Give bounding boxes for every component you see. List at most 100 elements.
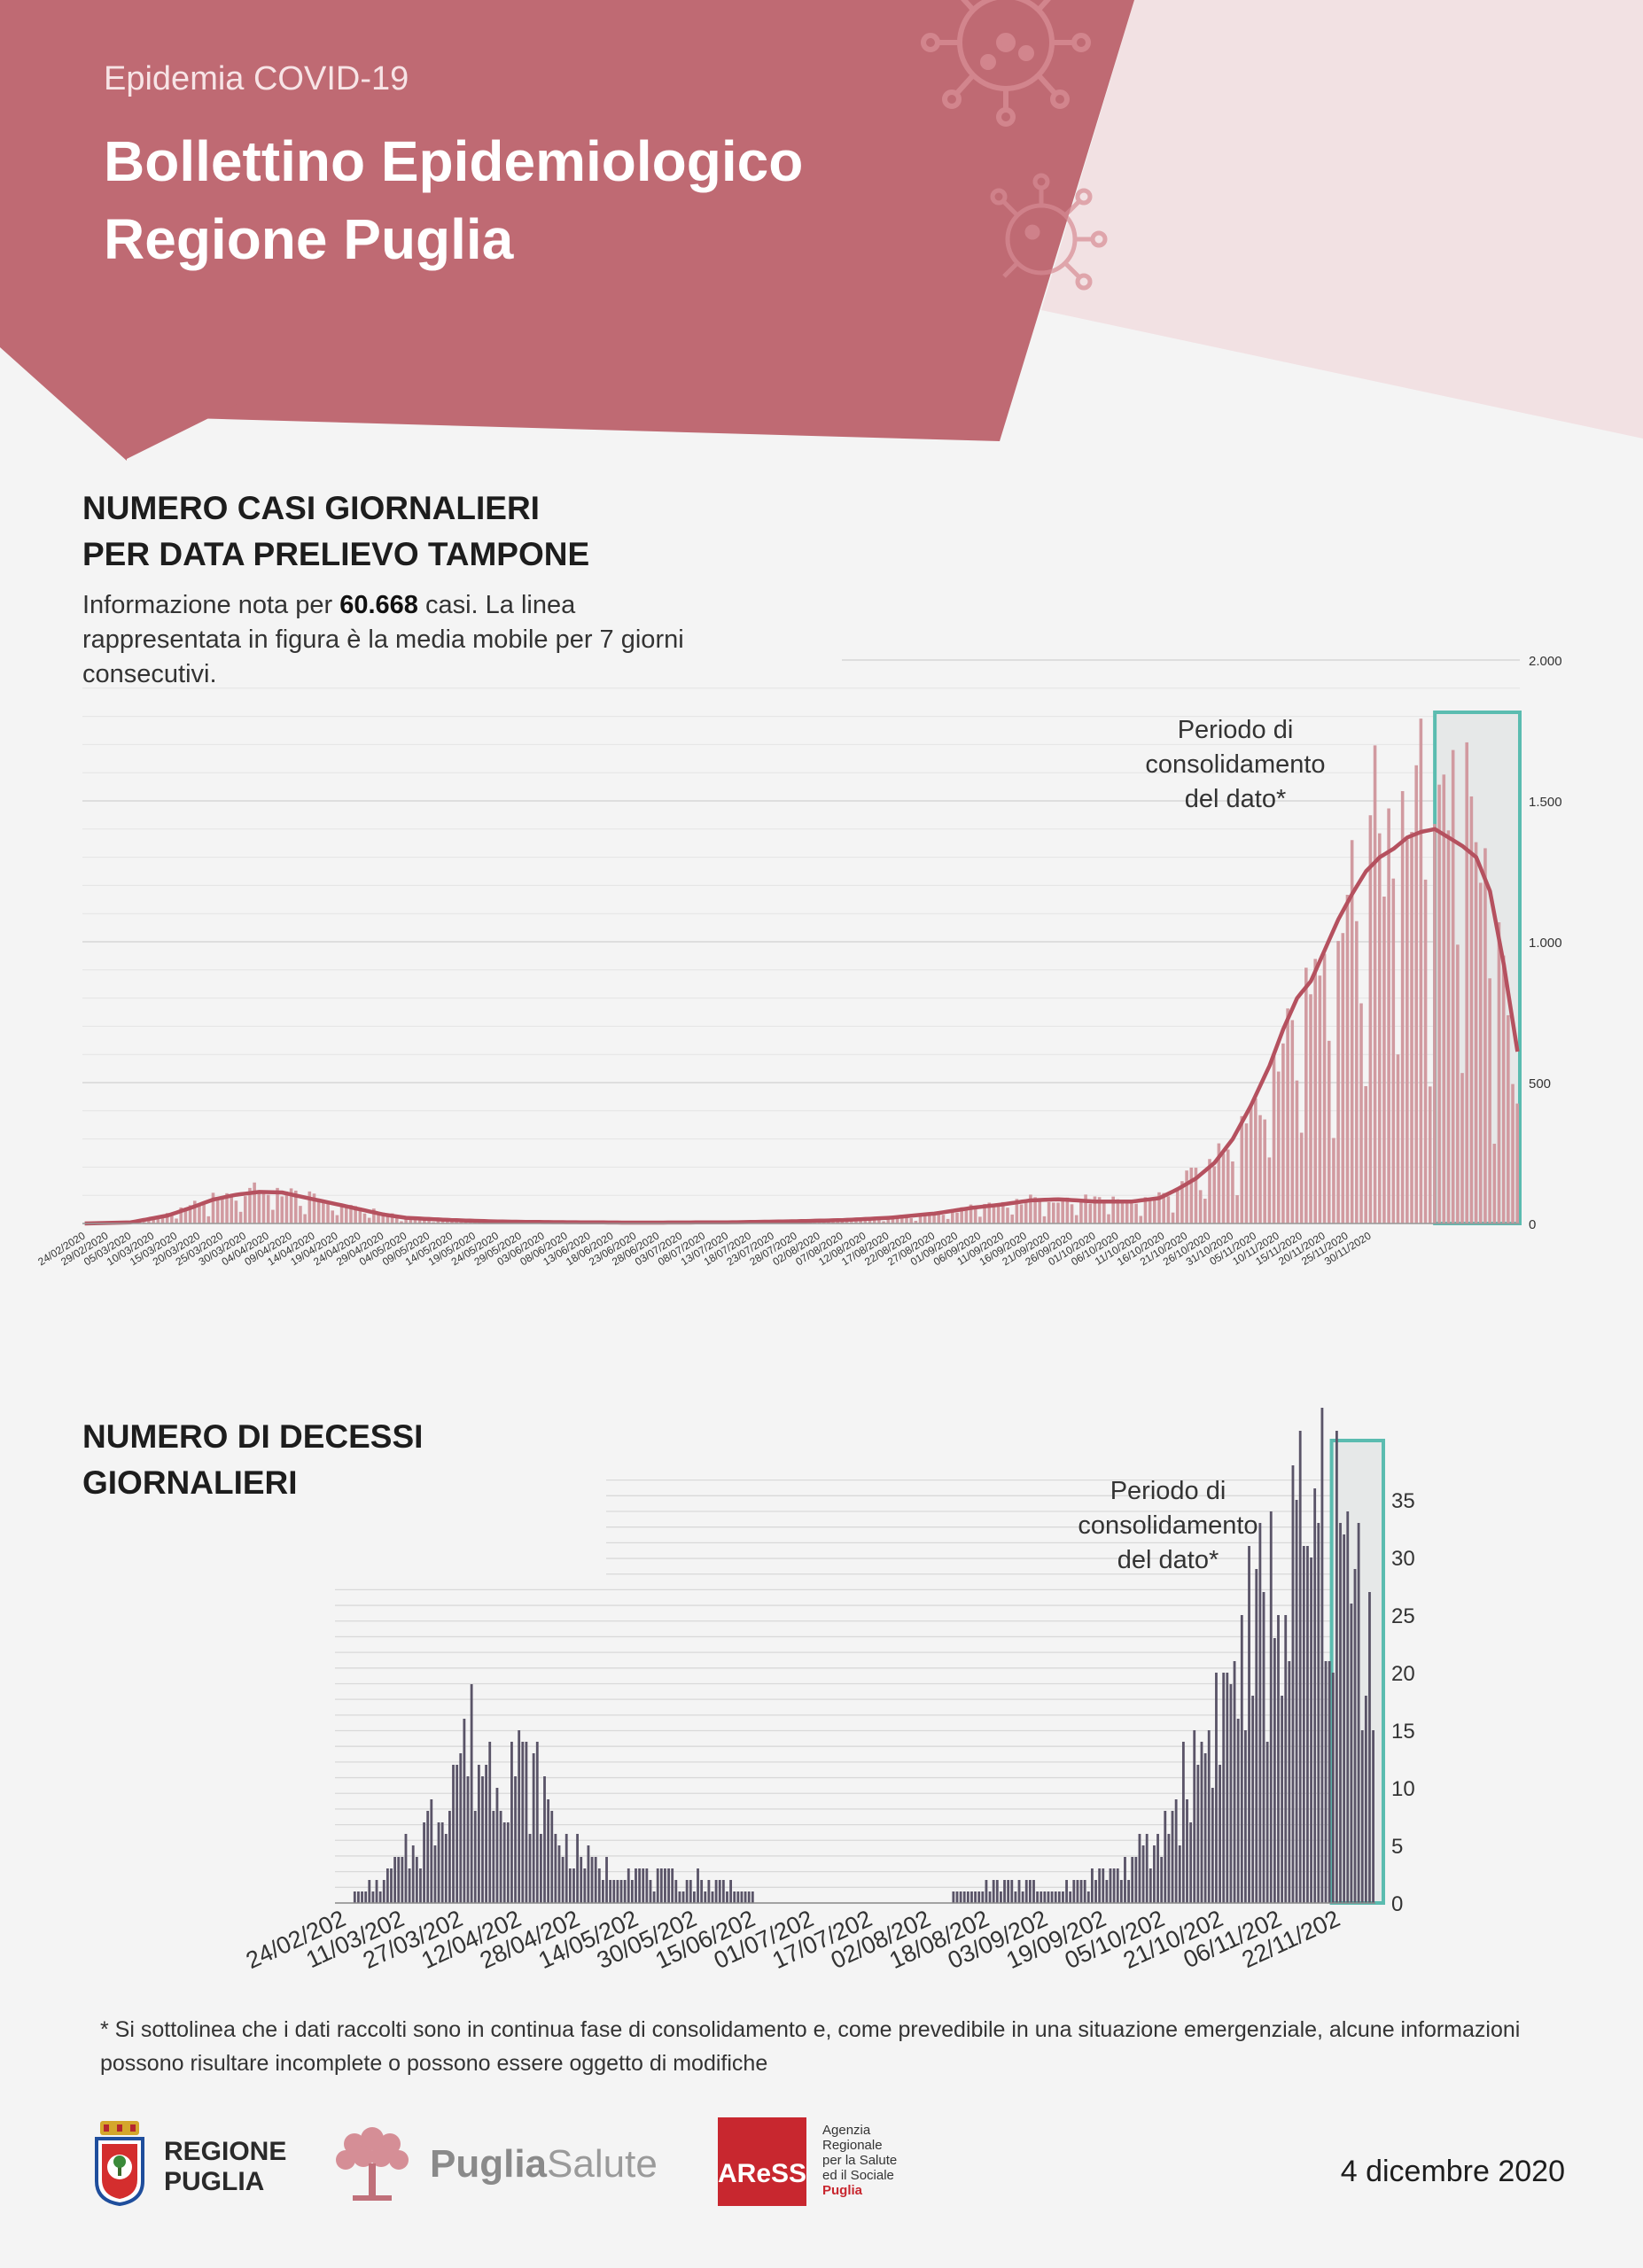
cases-bar [1456, 944, 1460, 1223]
deaths-bar [1200, 1742, 1203, 1903]
deaths-bar [423, 1822, 425, 1903]
cases-bar [381, 1212, 385, 1223]
deaths-bar [1222, 1673, 1226, 1903]
cases-bar [1488, 978, 1491, 1223]
deaths-annotation-line: Periodo di [1110, 1477, 1226, 1505]
cases-bar [326, 1200, 330, 1223]
title-line-1: Bollettino Epidemiologico [104, 129, 804, 193]
deaths-bar [966, 1891, 969, 1903]
cases-bar [1065, 1197, 1070, 1223]
deaths-bar [448, 1811, 451, 1903]
cases-title-line-1: NUMERO CASI GIORNALIERI [82, 490, 540, 526]
deaths-bar [1255, 1569, 1258, 1903]
deaths-bar [1343, 1534, 1346, 1903]
deaths-bar [525, 1742, 528, 1903]
cases-bar [1038, 1200, 1042, 1223]
cases-bar [303, 1214, 307, 1223]
deaths-bar [1043, 1891, 1047, 1903]
deaths-bar [1167, 1834, 1171, 1903]
deaths-bar [1320, 1408, 1324, 1903]
deaths-bar [692, 1891, 696, 1903]
deaths-bar [681, 1891, 685, 1903]
deaths-y-tick-label: 25 [1391, 1604, 1415, 1628]
deaths-bar [733, 1891, 736, 1903]
cases-bar [400, 1221, 403, 1223]
cases-bar [1507, 1014, 1510, 1223]
deaths-bar [1007, 1880, 1010, 1903]
cases-bar [1286, 1008, 1289, 1223]
cases-bar [362, 1213, 367, 1223]
cases-bar [1185, 1170, 1188, 1223]
cases-bar [1042, 1216, 1047, 1223]
deaths-bar [502, 1822, 506, 1903]
deaths-bar [463, 1719, 466, 1903]
deaths-bar [619, 1880, 623, 1903]
cases-bar [1056, 1202, 1060, 1223]
cases-moving-average-line [84, 827, 1520, 1226]
deaths-bar [495, 1788, 499, 1903]
cases-bar [1033, 1197, 1037, 1223]
cases-bar [886, 1218, 891, 1223]
deaths-y-tick-label: 20 [1391, 1662, 1415, 1686]
deaths-bar [697, 1868, 699, 1903]
regione-puglia-logo: REGIONE PUGLIA [93, 2119, 306, 2208]
cases-bar [1327, 1040, 1331, 1223]
deaths-bar [1145, 1834, 1149, 1903]
cases-bar [872, 1219, 876, 1223]
aress-line-5: Puglia [822, 2183, 863, 2198]
deaths-bar [419, 1868, 422, 1903]
cases-bar [1231, 1161, 1234, 1223]
cases-bar [882, 1221, 885, 1223]
deaths-bar [1164, 1811, 1167, 1903]
cases-bar [1368, 815, 1373, 1223]
cases-bar [170, 1215, 174, 1223]
cases-bar [1139, 1216, 1143, 1223]
cases-annotation-line: del dato* [1185, 785, 1287, 813]
deaths-bar [1324, 1661, 1328, 1903]
deaths-bar [974, 1891, 977, 1903]
deaths-bar [664, 1868, 666, 1903]
deaths-title-line-2: GIORNALIERI [82, 1464, 298, 1501]
deaths-bar [572, 1868, 575, 1903]
deaths-bar [401, 1857, 404, 1903]
deaths-bar [1219, 1765, 1221, 1903]
deaths-bar [1119, 1880, 1123, 1903]
cases-bar [1359, 1003, 1363, 1223]
cases-bar [1175, 1189, 1180, 1223]
cases-bar [941, 1215, 946, 1223]
deaths-bar [962, 1891, 966, 1903]
deaths-bar [470, 1684, 473, 1903]
cases-bar [1406, 839, 1409, 1223]
cases-bar [215, 1200, 220, 1223]
cases-bar [909, 1218, 913, 1223]
cases-bar [983, 1204, 986, 1223]
deaths-bar [1098, 1868, 1102, 1903]
deaths-bar [714, 1880, 718, 1903]
cases-bar [1153, 1200, 1156, 1223]
deaths-annotation-line: del dato* [1117, 1546, 1219, 1574]
cases-bar [1116, 1199, 1120, 1223]
cases-bar [192, 1200, 197, 1223]
deaths-bar [1090, 1868, 1094, 1903]
cases-bar [895, 1216, 899, 1223]
deaths-bar [1153, 1845, 1156, 1903]
cases-bar [1212, 1166, 1216, 1223]
cases-bar [377, 1214, 380, 1223]
deaths-bar [1229, 1684, 1233, 1903]
deaths-bar [1186, 1799, 1188, 1903]
aress-mark: AReSS [718, 2117, 806, 2206]
cases-bar [928, 1213, 931, 1223]
deaths-bar [707, 1880, 711, 1903]
deaths-bar [1021, 1891, 1024, 1903]
deaths-bar [385, 1868, 389, 1903]
cases-bar [1189, 1168, 1194, 1223]
cases-bar [1433, 824, 1437, 1223]
cases-bar [868, 1219, 872, 1223]
cases-bar [1093, 1196, 1097, 1223]
deaths-annotation-line: consolidamento [1078, 1511, 1258, 1540]
cases-bar [1299, 1132, 1304, 1223]
cases-bar [1244, 1123, 1249, 1223]
cases-bar [1492, 1143, 1497, 1223]
cases-bar [1345, 895, 1350, 1223]
deaths-bar [1171, 1811, 1174, 1903]
